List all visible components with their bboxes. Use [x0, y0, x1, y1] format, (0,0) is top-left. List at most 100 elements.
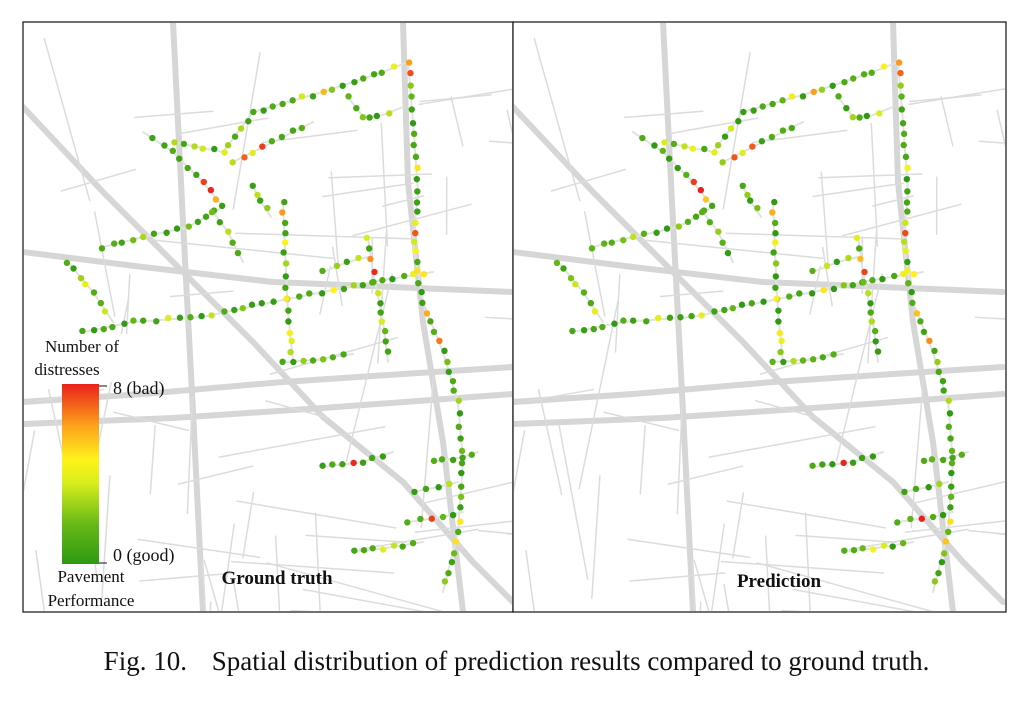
distress-point — [97, 299, 105, 307]
points-prediction — [553, 59, 965, 585]
distress-point — [786, 293, 793, 300]
minor-road — [910, 375, 925, 529]
minor-road — [591, 475, 601, 600]
distress-point — [283, 295, 290, 302]
distress-point — [351, 78, 358, 86]
distress-point — [287, 348, 294, 356]
minor-road — [352, 203, 472, 237]
distress-point — [769, 209, 776, 216]
distress-point — [560, 265, 567, 272]
distress-point — [947, 518, 954, 525]
distress-point — [286, 329, 294, 337]
minor-road — [506, 109, 512, 135]
distress-point — [428, 515, 436, 522]
distress-point — [413, 175, 421, 183]
distress-point — [899, 120, 907, 127]
distress-point — [945, 423, 952, 431]
minor-road — [450, 96, 464, 147]
distress-point — [863, 112, 871, 120]
distress-point — [920, 457, 928, 465]
distress-point — [655, 314, 662, 322]
distress-point — [198, 312, 205, 320]
distress-point — [845, 254, 852, 262]
minor-road — [640, 239, 824, 260]
distress-point — [444, 358, 451, 366]
distress-point — [408, 93, 415, 100]
distress-point — [869, 546, 877, 553]
distress-point — [690, 178, 698, 186]
distress-point — [256, 197, 264, 204]
panel-prediction: Prediction — [512, 21, 1007, 613]
distress-point — [290, 358, 297, 366]
distress-point — [239, 304, 247, 312]
distress-point — [629, 317, 637, 324]
distress-point — [935, 368, 942, 376]
minor-road — [908, 88, 1005, 106]
minor-road — [331, 246, 343, 307]
distress-point — [740, 108, 747, 116]
distress-point — [651, 142, 658, 149]
distress-point — [423, 310, 431, 317]
distress-point — [340, 285, 348, 293]
distress-point — [339, 82, 346, 89]
distress-point — [860, 71, 868, 78]
distress-point — [905, 279, 912, 287]
minor-road — [203, 559, 220, 611]
distress-point — [458, 459, 466, 467]
distress-point — [684, 218, 692, 226]
distress-point — [931, 578, 939, 585]
legend-background — [33, 334, 135, 382]
distress-point — [729, 304, 737, 312]
minor-road — [867, 231, 878, 364]
major-road — [24, 249, 512, 295]
legend-subtitle-line2: Performance — [48, 591, 135, 610]
minor-road — [870, 122, 879, 247]
distress-point — [724, 249, 732, 257]
distress-point — [868, 69, 875, 76]
minor-road — [978, 140, 1005, 144]
distress-point — [898, 93, 905, 100]
distress-point — [90, 289, 98, 296]
distress-point — [309, 357, 317, 364]
distress-point — [698, 312, 705, 319]
distress-point — [880, 542, 888, 549]
distress-point — [702, 196, 710, 203]
distress-point — [229, 239, 236, 246]
distress-point — [279, 209, 286, 216]
minor-road — [720, 560, 885, 574]
distress-point — [869, 453, 877, 460]
distress-point — [360, 546, 368, 554]
distress-point — [692, 213, 700, 220]
distress-point — [759, 103, 766, 110]
minor-road — [818, 173, 923, 179]
distress-point — [329, 354, 337, 361]
distress-point — [386, 110, 393, 117]
road-network-ground-truth — [24, 23, 512, 611]
distress-point — [365, 245, 373, 252]
distress-point — [79, 327, 86, 335]
minor-road — [909, 480, 1005, 505]
minor-road — [558, 424, 589, 581]
minor-road — [113, 411, 190, 432]
minor-road — [795, 534, 897, 544]
distress-point — [359, 114, 367, 121]
distress-point — [169, 147, 177, 155]
distress-point — [63, 259, 71, 267]
distress-point — [711, 308, 718, 315]
distress-point — [208, 208, 216, 216]
distress-point — [427, 318, 434, 325]
distress-point — [384, 348, 392, 355]
distress-point — [818, 86, 826, 93]
distress-point — [176, 314, 184, 321]
minor-road — [420, 375, 435, 529]
distress-point — [318, 290, 326, 297]
distress-point — [379, 546, 387, 553]
distress-point — [407, 69, 414, 77]
distress-point — [455, 528, 462, 536]
distress-point — [270, 298, 277, 305]
distress-point — [772, 260, 780, 267]
distress-point — [459, 454, 466, 461]
distress-point — [744, 191, 751, 199]
distress-point — [280, 249, 287, 256]
distress-point — [333, 262, 341, 270]
